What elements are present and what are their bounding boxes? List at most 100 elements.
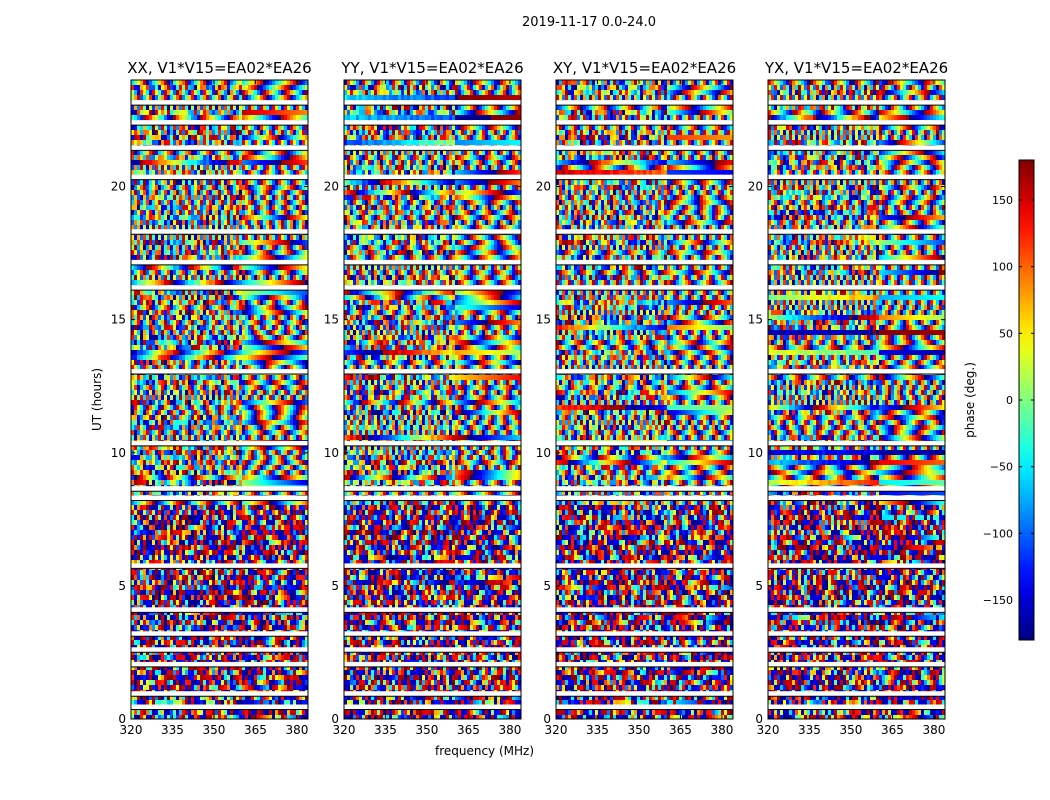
data-gap — [768, 631, 945, 637]
x-tick-label: 365 — [669, 723, 692, 737]
y-tick-label: 0 — [331, 712, 339, 726]
panel-0: XX, V1*V15=EA02*EA26 320 335 350 365 380 0 5 10 1… — [90, 59, 312, 737]
y-tick-label: 20 — [324, 180, 339, 194]
data-gap — [131, 174, 308, 180]
data-gap — [344, 631, 521, 637]
panels: XX, V1*V15=EA02*EA26 320 335 350 365 380 0 5 10 1… — [90, 59, 948, 758]
panel-title: XY, V1*V15=EA02*EA26 — [553, 59, 736, 77]
data-gap — [344, 145, 521, 151]
data-gap — [131, 704, 308, 710]
x-tick-label: 350 — [203, 723, 226, 737]
data-gap — [768, 607, 945, 613]
colorbar: −150 −100 −50 0 50 100 150 phase (deg.) — [963, 159, 1035, 641]
data-gap — [556, 145, 733, 151]
data-gap — [556, 229, 733, 235]
data-gap — [556, 631, 733, 637]
colorbar-label: phase (deg.) — [963, 362, 977, 438]
data-gap — [768, 704, 945, 710]
data-gap — [344, 369, 521, 375]
data-gap — [768, 486, 945, 492]
data-gap — [344, 440, 521, 446]
data-gap — [556, 120, 733, 126]
y-tick-label: 10 — [536, 446, 551, 460]
axes-frame — [767, 79, 946, 720]
colorbar-tick-label: 0 — [1006, 394, 1013, 407]
data-gap — [131, 647, 308, 653]
data-gap — [556, 486, 733, 492]
data-gap — [131, 486, 308, 492]
data-gap — [131, 120, 308, 126]
data-gap — [556, 607, 733, 613]
data-gap — [556, 647, 733, 653]
data-gap — [344, 486, 521, 492]
phase-heatmap — [556, 80, 733, 719]
data-gap — [131, 440, 308, 446]
x-tick-label: 380 — [922, 723, 945, 737]
data-gap — [344, 120, 521, 126]
data-gap — [556, 563, 733, 569]
data-gap — [131, 607, 308, 613]
colorbar-tick-label: 100 — [992, 261, 1013, 274]
phase-heatmap — [768, 80, 945, 719]
data-gap — [556, 440, 733, 446]
data-gap — [344, 691, 521, 697]
phase-heatmap — [344, 80, 521, 719]
data-gap — [131, 285, 308, 291]
data-gap — [344, 661, 521, 667]
data-gap — [131, 229, 308, 235]
data-gap — [768, 661, 945, 667]
data-gap — [556, 259, 733, 265]
data-gap — [768, 495, 945, 501]
data-gap — [344, 174, 521, 180]
data-gap — [344, 647, 521, 653]
colorbar-tick-label: 150 — [992, 194, 1013, 207]
data-gap — [768, 563, 945, 569]
data-gap — [768, 647, 945, 653]
y-tick-label: 10 — [324, 446, 339, 460]
y-tick-label: 15 — [111, 313, 126, 327]
data-gap — [131, 259, 308, 265]
y-tick-label: 15 — [324, 313, 339, 327]
y-tick-label: 5 — [331, 579, 339, 593]
axes-frame — [555, 79, 734, 720]
y-tick-label: 10 — [748, 446, 763, 460]
x-tick-label: 320 — [757, 723, 780, 737]
x-tick-label: 350 — [840, 723, 863, 737]
y-tick-label: 0 — [755, 712, 763, 726]
panel-title: XX, V1*V15=EA02*EA26 — [127, 59, 311, 77]
data-gap — [556, 704, 733, 710]
y-tick-label: 5 — [543, 579, 551, 593]
colorbar-tick-label: −50 — [990, 461, 1013, 474]
data-gap — [768, 174, 945, 180]
x-tick-label: 335 — [374, 723, 397, 737]
x-tick-label: 365 — [244, 723, 267, 737]
data-gap — [131, 563, 308, 569]
data-gap — [556, 100, 733, 106]
data-gap — [344, 495, 521, 501]
axes-frame — [343, 79, 522, 720]
data-gap — [131, 631, 308, 637]
y-tick-label: 5 — [755, 579, 763, 593]
x-tick-label: 380 — [710, 723, 733, 737]
data-gap — [131, 145, 308, 151]
y-tick-label: 10 — [111, 446, 126, 460]
panel-2: XY, V1*V15=EA02*EA26 320 335 350 365 380 0 5 10 1… — [536, 59, 736, 737]
colorbar-tick-label: −100 — [983, 527, 1013, 540]
x-tick-label: 320 — [545, 723, 568, 737]
x-tick-label: 380 — [498, 723, 521, 737]
y-axis-label: UT (hours) — [90, 368, 104, 431]
y-tick-label: 0 — [118, 712, 126, 726]
x-tick-label: 350 — [416, 723, 439, 737]
data-gap — [768, 145, 945, 151]
figure-title: 2019-11-17 0.0-24.0 — [522, 15, 656, 30]
data-gap — [556, 691, 733, 697]
data-gap — [768, 440, 945, 446]
data-gap — [768, 229, 945, 235]
data-gap — [344, 100, 521, 106]
data-gap — [131, 369, 308, 375]
y-tick-label: 20 — [536, 180, 551, 194]
y-tick-label: 15 — [748, 313, 763, 327]
data-gap — [768, 285, 945, 291]
data-gap — [768, 100, 945, 106]
